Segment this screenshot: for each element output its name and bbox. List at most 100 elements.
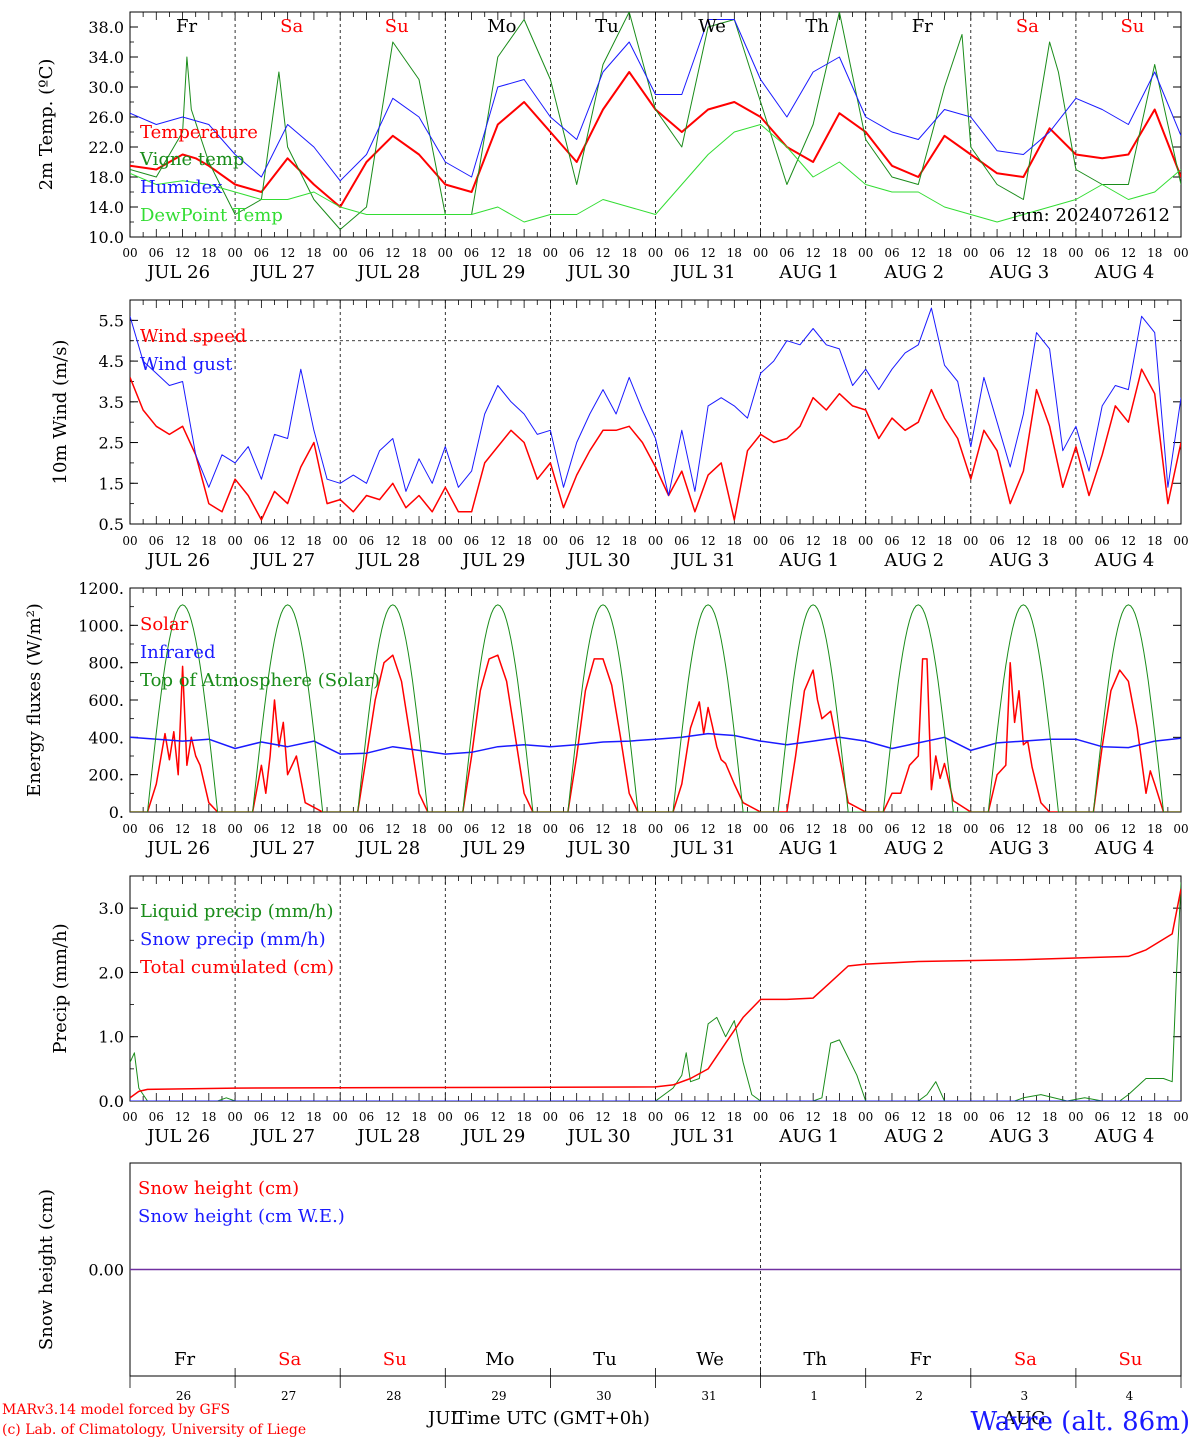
y-tick-label: 4.5 (99, 352, 124, 371)
day-name: Sa (1016, 16, 1039, 37)
y-tick-label: 0.00 (88, 1261, 124, 1280)
hour-label: 06 (989, 1110, 1004, 1124)
hour-label: 12 (595, 1110, 610, 1124)
hour-label: 12 (385, 246, 400, 260)
date-label: JUL 26 (145, 550, 210, 571)
hour-label: 18 (306, 1110, 321, 1124)
hour-label: 18 (516, 1110, 531, 1124)
legend-entry: Temperature (140, 122, 258, 143)
date-label: AUG 3 (988, 262, 1049, 283)
hour-label: 12 (1016, 246, 1031, 260)
hour-label: 06 (569, 534, 584, 548)
legend-entry: Snow height (cm W.E.) (138, 1206, 345, 1227)
date-label: JUL 28 (355, 550, 420, 571)
date-label: AUG 2 (883, 838, 944, 859)
date-label: JUL 31 (671, 262, 736, 283)
day-name: We (698, 16, 726, 37)
series-line-temp-3 (130, 124, 1181, 223)
hour-label: 00 (333, 246, 348, 260)
day-number: 26 (176, 1389, 191, 1403)
hour-label: 00 (438, 1110, 453, 1124)
date-label: JUL 29 (460, 550, 525, 571)
legend-entry: Liquid precip (mm/h) (140, 901, 334, 922)
hour-label: 18 (622, 822, 637, 836)
hour-label: 00 (963, 1110, 978, 1124)
day-name: Sa (280, 16, 303, 37)
hour-label: 00 (122, 822, 137, 836)
station-name: Wavre (alt. 86m) (970, 1407, 1190, 1437)
date-label: AUG 4 (1094, 550, 1155, 571)
hour-label: 00 (858, 822, 873, 836)
hour-label: 18 (832, 246, 847, 260)
hour-label: 06 (254, 534, 269, 548)
day-name: Th (803, 1349, 827, 1370)
hour-label: 06 (989, 822, 1004, 836)
hour-label: 06 (674, 534, 689, 548)
hour-label: 18 (411, 534, 426, 548)
date-label: JUL 30 (565, 262, 630, 283)
hour-label: 12 (700, 534, 715, 548)
hour-label: 06 (464, 246, 479, 260)
hour-label: 00 (963, 246, 978, 260)
hour-label: 00 (1173, 1110, 1188, 1124)
date-label: AUG 2 (883, 262, 944, 283)
date-label: AUG 1 (778, 1126, 839, 1147)
date-label: AUG 1 (778, 262, 839, 283)
hour-label: 12 (280, 534, 295, 548)
date-label: JUL 29 (460, 838, 525, 859)
y-tick-label: 10.0 (88, 228, 124, 247)
hour-label: 18 (1147, 1110, 1162, 1124)
hour-label: 00 (963, 534, 978, 548)
hour-label: 06 (254, 1110, 269, 1124)
model-credit: MARv3.14 model forced by GFS (2, 1402, 230, 1418)
hour-label: 00 (543, 246, 558, 260)
hour-label: 18 (306, 534, 321, 548)
day-number: 29 (491, 1389, 506, 1403)
hour-label: 06 (359, 822, 374, 836)
hour-label: 18 (1042, 534, 1057, 548)
hour-label: 06 (1095, 822, 1110, 836)
hour-label: 00 (1173, 822, 1188, 836)
hour-label: 00 (1068, 534, 1083, 548)
y-tick-label: 26.0 (88, 108, 124, 127)
hour-label: 00 (1068, 822, 1083, 836)
hour-label: 06 (1095, 1110, 1110, 1124)
y-tick-label: 2.5 (99, 434, 124, 453)
hour-label: 06 (464, 822, 479, 836)
hour-label: 12 (385, 1110, 400, 1124)
hour-label: 06 (149, 822, 164, 836)
date-label: JUL 31 (671, 1126, 736, 1147)
series-line-energy-2 (130, 604, 1181, 812)
y-tick-label: 0.0 (99, 1092, 124, 1111)
hour-label: 06 (569, 246, 584, 260)
hour-label: 06 (989, 246, 1004, 260)
series-line-temp-2 (130, 19, 1181, 182)
hour-label: 00 (333, 822, 348, 836)
day-number: 2 (915, 1389, 923, 1403)
day-name: Tu (593, 1349, 617, 1370)
hour-label: 12 (911, 1110, 926, 1124)
hour-label: 00 (1173, 246, 1188, 260)
hour-label: 06 (989, 534, 1004, 548)
date-label: JUL 28 (355, 838, 420, 859)
day-name: Fr (176, 16, 197, 37)
hour-label: 18 (622, 1110, 637, 1124)
hour-label: 12 (806, 534, 821, 548)
series-line-energy-0 (130, 654, 1181, 812)
hour-label: 00 (122, 534, 137, 548)
hour-label: 00 (227, 822, 242, 836)
y-tick-label: 1000. (78, 616, 124, 635)
hour-label: 00 (438, 822, 453, 836)
date-label: AUG 2 (883, 1126, 944, 1147)
hour-label: 18 (727, 1110, 742, 1124)
hour-label: 00 (858, 246, 873, 260)
day-number: 4 (1126, 1389, 1134, 1403)
hour-label: 18 (937, 822, 952, 836)
hour-label: 12 (1121, 1110, 1136, 1124)
day-name: Su (383, 1349, 407, 1370)
hour-label: 00 (543, 534, 558, 548)
hour-label: 06 (359, 246, 374, 260)
hour-label: 18 (832, 534, 847, 548)
panel-frame-energy (129, 587, 1182, 813)
legend-entry: Snow height (cm) (138, 1178, 299, 1199)
